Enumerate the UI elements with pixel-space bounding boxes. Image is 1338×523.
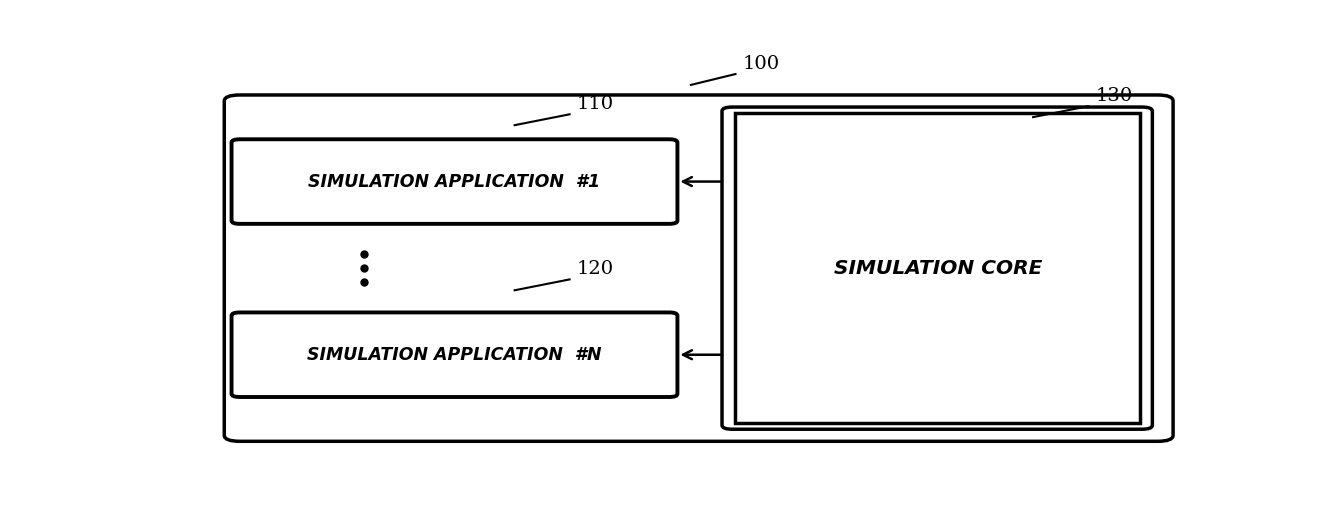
FancyBboxPatch shape: [231, 312, 677, 397]
Bar: [736, 113, 1140, 423]
Text: 120: 120: [577, 260, 614, 278]
FancyBboxPatch shape: [723, 107, 1152, 429]
Text: SIMULATION APPLICATION  #1: SIMULATION APPLICATION #1: [309, 173, 601, 190]
FancyBboxPatch shape: [225, 95, 1173, 441]
Text: 130: 130: [1096, 87, 1132, 105]
Text: 100: 100: [743, 55, 780, 73]
FancyBboxPatch shape: [231, 139, 677, 224]
Text: 110: 110: [577, 95, 614, 113]
Text: SIMULATION CORE: SIMULATION CORE: [834, 259, 1042, 278]
Text: SIMULATION APPLICATION  #N: SIMULATION APPLICATION #N: [308, 346, 602, 363]
